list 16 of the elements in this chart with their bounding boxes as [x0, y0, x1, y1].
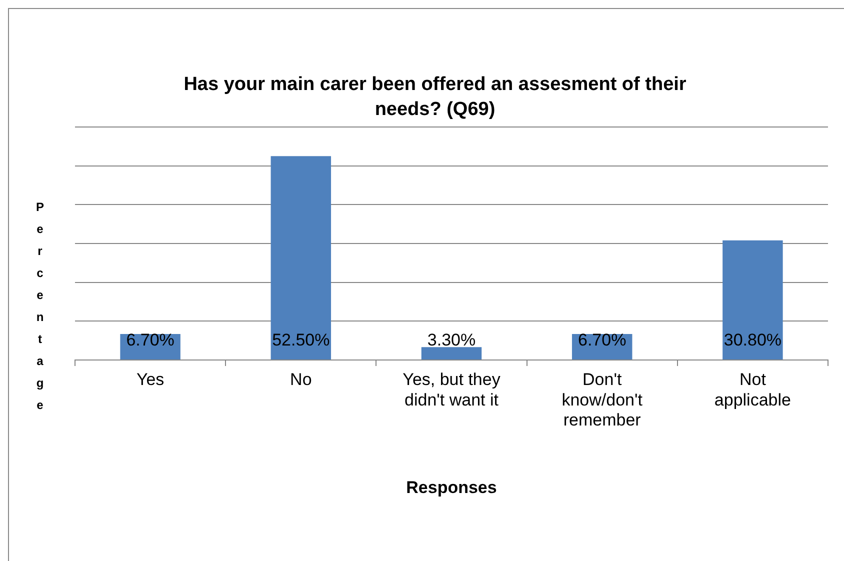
data-label: 52.50%: [272, 330, 330, 350]
y-axis-title: Percentage: [32, 199, 48, 422]
x-tick-label: No: [290, 370, 312, 389]
data-label: 30.80%: [724, 330, 782, 350]
x-tick-label: Yes, but they didn't want it: [402, 370, 501, 410]
bar: [722, 240, 783, 360]
x-tick-label: Yes: [136, 370, 164, 389]
x-tick-label: Don't know/don't remember: [562, 370, 643, 430]
data-label: 6.70%: [578, 330, 626, 350]
x-tick-label: Not applicable: [714, 370, 791, 410]
chart-title: Has your main carer been offered an assesment of their needs? (Q69): [182, 73, 688, 122]
data-label: 6.70%: [126, 330, 174, 350]
x-axis-title: Responses: [405, 478, 498, 498]
bar: [421, 347, 482, 360]
bar: [270, 156, 332, 360]
data-label: 3.30%: [427, 330, 476, 350]
